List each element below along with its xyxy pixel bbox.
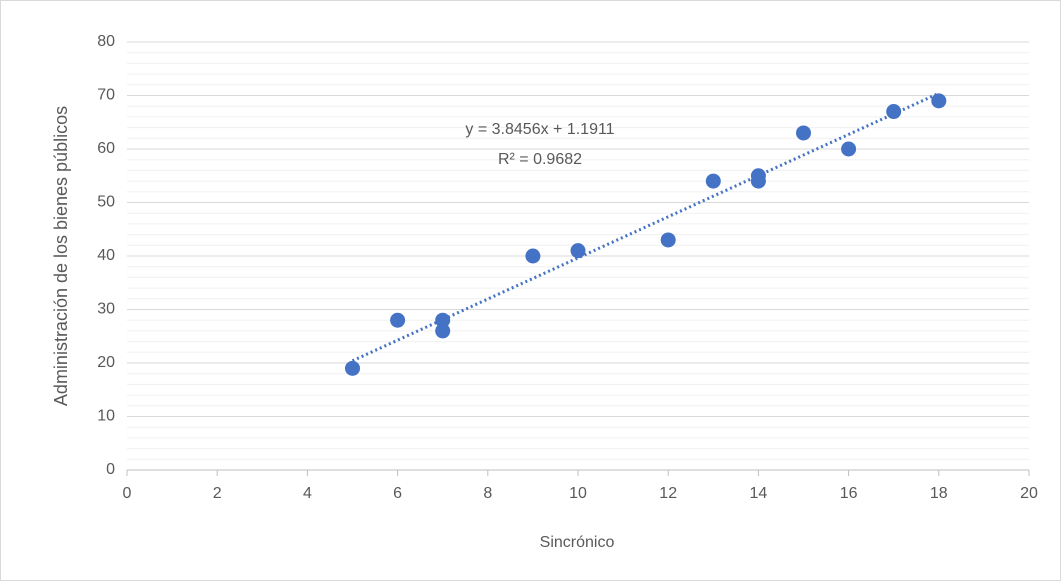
y-tick-label: 80 [97,33,115,50]
point [796,125,811,141]
point [435,323,451,339]
y-tick-label: 70 [97,87,115,104]
x-tick-label: 6 [393,485,402,502]
trendline-r-squared: R² = 0.9682 [498,151,582,168]
x-tick-label: 4 [303,485,312,502]
x-tick-label: 16 [840,485,858,502]
point [886,104,902,120]
x-axis-title: Sincrónico [540,534,615,551]
y-tick-label: 50 [97,194,115,211]
y-tick-label: 60 [97,140,115,157]
point [931,93,947,109]
point [435,312,451,328]
trendline-equation: y = 3.8456x + 1.1911 [465,121,614,138]
x-tick-label: 8 [483,485,492,502]
y-axis-title: Administración de los bienes públicos [51,106,71,406]
x-tick-label: 2 [213,485,222,502]
x-tick-label: 20 [1020,485,1038,502]
y-tick-label: 0 [106,461,115,478]
x-tick-label: 0 [123,485,132,502]
x-tick-label: 10 [569,485,587,502]
point [841,141,857,157]
point [660,232,676,248]
x-tick-label: 14 [750,485,768,502]
point [390,312,406,328]
point [570,243,586,259]
y-tick-label: 30 [97,301,115,318]
y-tick-label: 20 [97,354,115,371]
x-tick-label: 12 [659,485,677,502]
point [705,173,721,189]
y-tick-label: 10 [97,408,115,425]
x-tick-label: 18 [930,485,948,502]
point [525,248,541,264]
point [345,360,360,376]
point [750,173,766,189]
y-tick-label: 40 [97,247,115,264]
